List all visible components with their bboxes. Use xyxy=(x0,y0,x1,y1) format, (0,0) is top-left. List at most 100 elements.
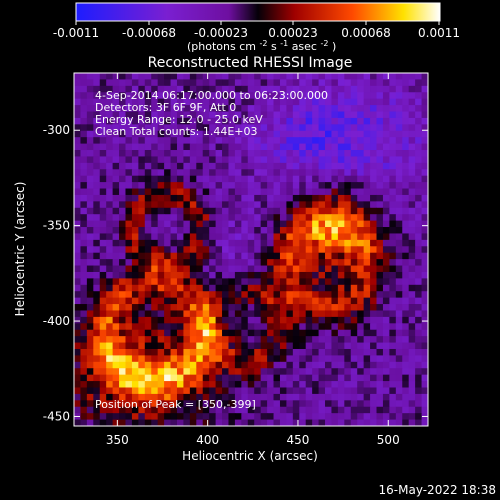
heatmap-cell xyxy=(299,85,307,93)
heatmap-cell xyxy=(273,111,281,119)
heatmap-cell xyxy=(382,284,390,292)
heatmap-cell xyxy=(215,361,223,369)
heatmap-cell xyxy=(421,201,428,209)
heatmap-cell xyxy=(292,233,300,241)
heatmap-cell xyxy=(305,150,313,157)
heatmap-cell xyxy=(151,361,159,369)
heatmap-cell xyxy=(292,278,300,286)
heatmap-cell xyxy=(267,105,274,112)
heatmap-cell xyxy=(408,201,416,209)
heatmap-cell xyxy=(312,73,319,80)
heatmap-cell xyxy=(402,246,410,254)
heatmap-cell xyxy=(157,169,165,177)
heatmap-cell xyxy=(382,117,390,125)
heatmap-cell xyxy=(99,111,107,119)
heatmap-cell xyxy=(151,92,159,100)
heatmap-cell xyxy=(318,291,326,299)
heatmap-cell xyxy=(222,400,229,408)
heatmap-cell xyxy=(99,169,107,177)
heatmap-cell xyxy=(299,297,307,305)
heatmap-cell xyxy=(395,265,403,273)
heatmap-cell xyxy=(151,137,159,144)
heatmap-cell xyxy=(138,105,146,112)
heatmap-cell xyxy=(286,271,294,279)
colorbar-unit-prefix: (photons cm xyxy=(187,40,256,53)
heatmap-cell xyxy=(318,271,326,279)
heatmap-cell xyxy=(202,188,210,196)
heatmap-cell xyxy=(222,169,229,177)
heatmap-cell xyxy=(267,117,274,125)
heatmap-cell xyxy=(318,188,326,196)
heatmap-cell xyxy=(286,368,294,376)
heatmap-cell xyxy=(125,130,133,138)
heatmap-cell xyxy=(215,73,223,80)
heatmap-cell xyxy=(337,150,345,157)
heatmap-cell xyxy=(318,368,326,376)
heatmap-cell xyxy=(151,329,159,337)
heatmap-cell xyxy=(228,304,236,311)
heatmap-cell xyxy=(389,413,397,420)
heatmap-cell xyxy=(131,387,139,395)
heatmap-cell xyxy=(176,117,184,125)
heatmap-cell xyxy=(273,182,281,189)
heatmap-cell xyxy=(395,284,403,292)
heatmap-cell xyxy=(80,79,88,87)
heatmap-cell xyxy=(331,79,339,87)
heatmap-cell xyxy=(119,329,126,337)
heatmap-cell xyxy=(164,336,171,343)
heatmap-cell xyxy=(74,188,81,196)
heatmap-cell xyxy=(138,92,146,100)
heatmap-cell xyxy=(350,271,358,279)
heatmap-cell xyxy=(112,188,120,196)
heatmap-cell xyxy=(196,214,204,222)
heatmap-cell xyxy=(228,406,236,414)
heatmap-cell xyxy=(189,387,197,395)
heatmap-cell xyxy=(202,393,210,401)
heatmap-cell xyxy=(273,188,281,196)
heatmap-cell xyxy=(99,361,107,369)
heatmap-cell xyxy=(215,130,223,138)
heatmap-cell xyxy=(215,246,223,254)
heatmap-cell xyxy=(325,406,332,414)
heatmap-cell xyxy=(125,162,133,170)
heatmap-cell xyxy=(209,278,216,286)
heatmap-cell xyxy=(286,162,294,170)
heatmap-cell xyxy=(389,156,397,164)
heatmap-cell xyxy=(389,227,397,234)
heatmap-cell xyxy=(350,105,358,112)
heatmap-cell xyxy=(247,201,255,209)
heatmap-cell xyxy=(337,239,345,247)
heatmap-cell xyxy=(370,361,377,369)
heatmap-cell xyxy=(305,239,313,247)
heatmap-cell xyxy=(337,336,345,343)
heatmap-cell xyxy=(119,387,126,395)
heatmap-cell xyxy=(312,419,319,426)
heatmap-cell xyxy=(325,284,332,292)
heatmap-cell xyxy=(292,175,300,183)
heatmap-cell xyxy=(125,297,133,305)
heatmap-cell xyxy=(370,117,377,125)
heatmap-cell xyxy=(170,278,178,286)
heatmap-cell xyxy=(125,393,133,401)
heatmap-cell xyxy=(215,117,223,125)
heatmap-cell xyxy=(350,194,358,202)
heatmap-cell xyxy=(202,143,210,151)
heatmap-cell xyxy=(415,419,422,426)
heatmap-cell xyxy=(421,291,428,299)
heatmap-cell xyxy=(325,246,332,254)
heatmap-cell xyxy=(138,323,146,331)
heatmap-cell xyxy=(106,271,114,279)
heatmap-cell xyxy=(337,143,345,151)
heatmap-cell xyxy=(395,92,403,100)
heatmap-cell xyxy=(357,117,365,125)
heatmap-cell xyxy=(389,150,397,157)
heatmap-cell xyxy=(222,252,229,260)
heatmap-cell xyxy=(80,323,88,331)
heatmap-cell xyxy=(382,92,390,100)
heatmap-cell xyxy=(376,381,384,388)
heatmap-cell xyxy=(357,150,365,157)
heatmap-cell xyxy=(176,393,184,401)
heatmap-cell xyxy=(363,124,371,132)
heatmap-cell xyxy=(318,220,326,228)
heatmap-cell xyxy=(267,111,274,119)
